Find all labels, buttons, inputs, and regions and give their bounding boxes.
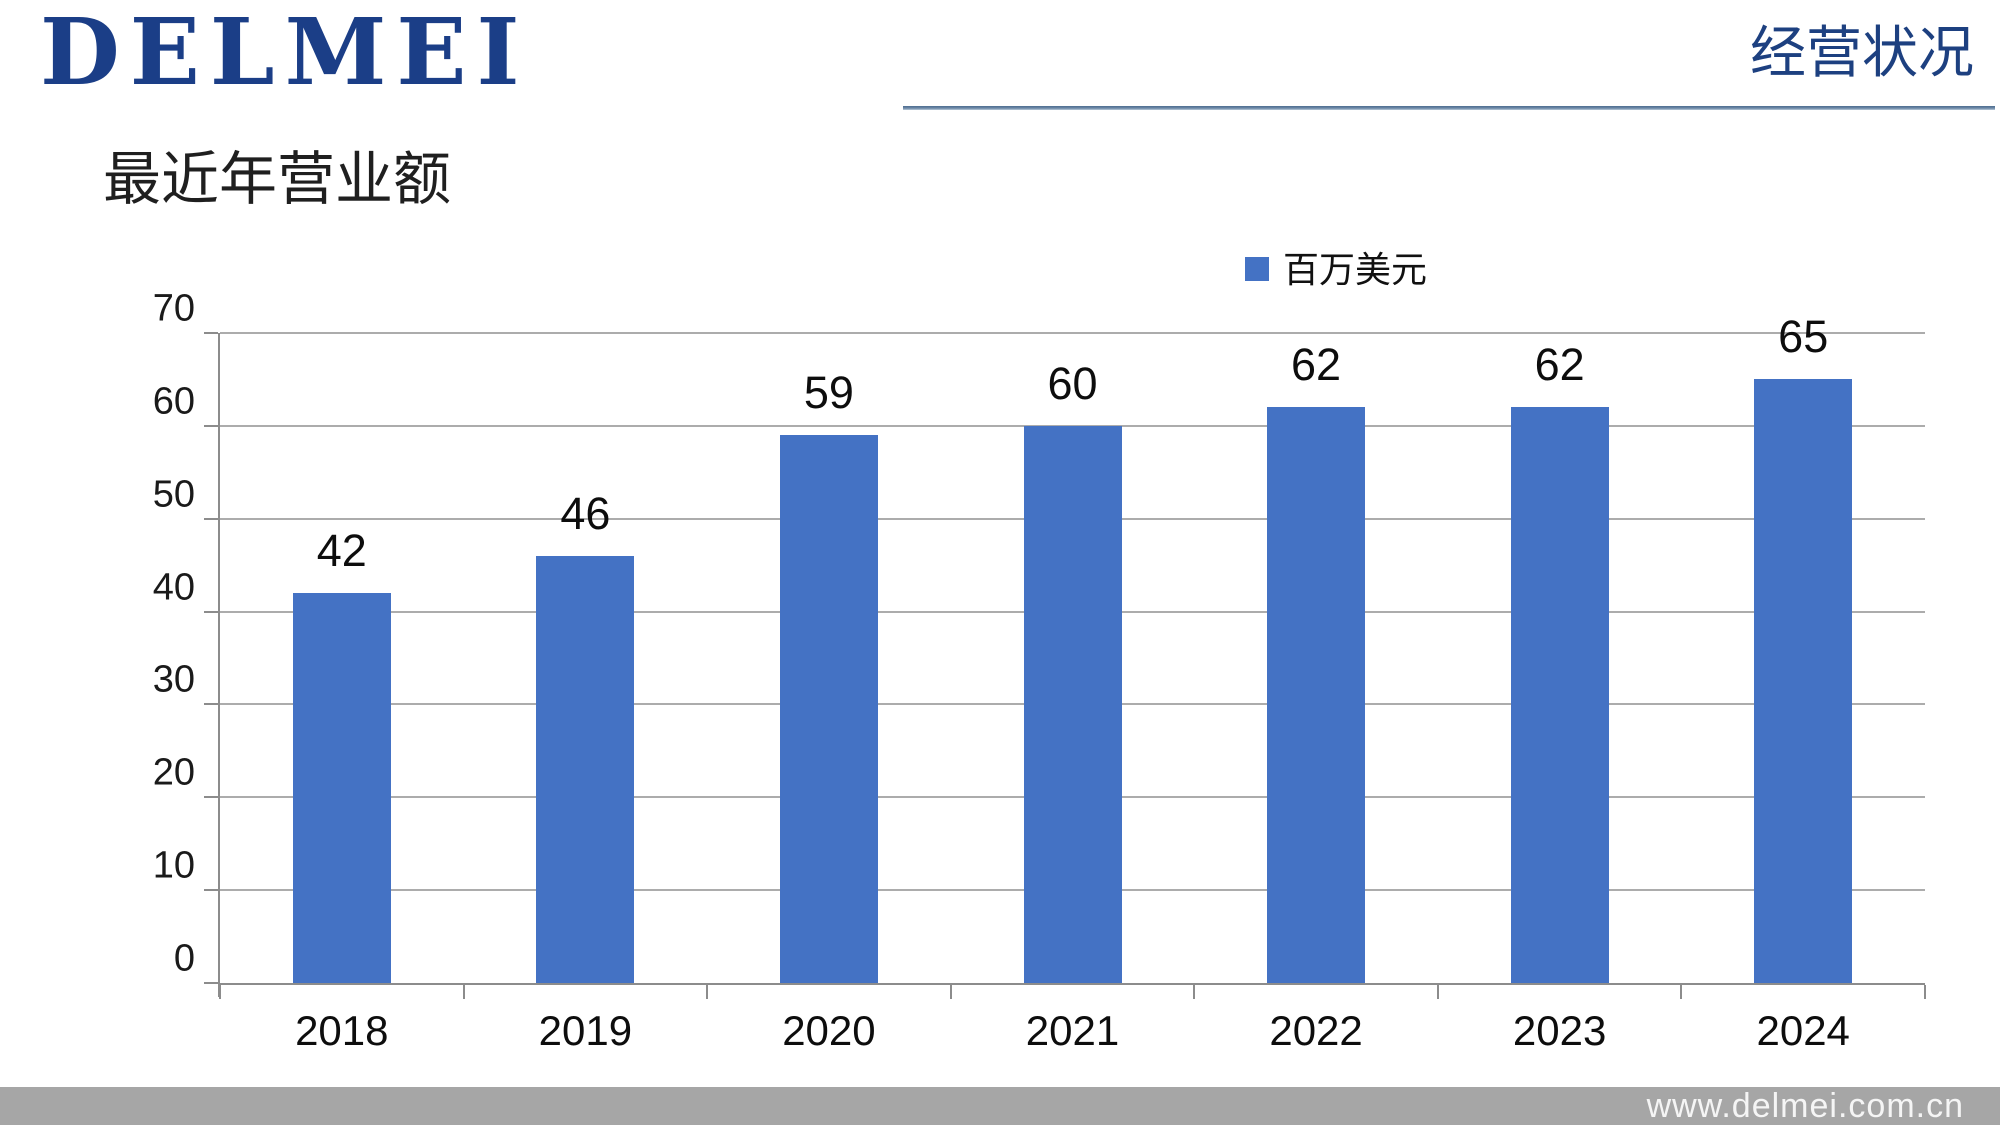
x-axis-label: 2018 — [295, 1007, 389, 1054]
footer-url: www.delmei.com.cn — [1646, 1086, 1964, 1125]
x-axis-tick — [1680, 985, 1683, 999]
x-axis-tick — [706, 985, 709, 999]
gridline — [220, 332, 1925, 334]
y-axis-label: 70 — [152, 287, 195, 330]
y-axis-label: 10 — [152, 844, 195, 887]
chart-title: 最近年营业额 — [103, 147, 452, 212]
bar-2022 — [1267, 407, 1366, 983]
x-axis-tick — [219, 985, 221, 999]
x-axis-label: 2019 — [538, 1007, 633, 1054]
bar-value-label: 60 — [1047, 357, 1098, 409]
header-underline — [903, 106, 1995, 110]
y-axis-label: 20 — [152, 751, 195, 794]
x-axis-line — [218, 983, 1925, 985]
x-axis-label: 2020 — [782, 1007, 876, 1054]
bar-2023 — [1510, 407, 1609, 983]
y-axis-tick — [204, 703, 218, 706]
y-axis-tick — [204, 332, 218, 334]
y-axis-tick — [204, 982, 218, 984]
company-logo: DELMEI — [40, 0, 530, 106]
bar-2021 — [1023, 425, 1122, 983]
bar-value-label: 62 — [1291, 339, 1342, 391]
section-header: 经营状况 — [1750, 21, 1974, 86]
bar-value-label: 42 — [316, 525, 367, 576]
chart-legend: 百万美元 — [1245, 241, 1427, 293]
bar-2018 — [292, 593, 391, 983]
y-axis-label: 50 — [152, 473, 195, 516]
bar-2019 — [536, 555, 635, 983]
bar-value-label: 59 — [803, 367, 854, 419]
y-axis-tick — [204, 796, 218, 799]
y-axis-label: 60 — [152, 380, 195, 423]
x-axis-label: 2022 — [1269, 1007, 1363, 1054]
y-axis-label: 0 — [173, 937, 195, 980]
bar-value-label: 62 — [1534, 339, 1585, 391]
x-axis-label: 2023 — [1512, 1007, 1607, 1054]
y-axis-tick — [204, 610, 218, 613]
bar-2024 — [1754, 379, 1853, 983]
legend-swatch-icon — [1245, 256, 1269, 281]
x-axis-label: 2021 — [1025, 1007, 1120, 1054]
y-axis-label: 30 — [152, 658, 195, 701]
x-axis-tick — [1193, 985, 1196, 999]
y-axis-line — [218, 333, 220, 997]
x-axis-tick — [1436, 985, 1439, 999]
y-axis-tick — [204, 889, 218, 892]
x-axis-tick — [462, 985, 465, 999]
y-axis-tick — [204, 517, 218, 520]
x-axis-label: 2024 — [1756, 1007, 1850, 1054]
y-axis-label: 40 — [152, 566, 195, 609]
legend-label: 百万美元 — [1283, 249, 1428, 290]
bar-value-label: 46 — [560, 487, 611, 539]
bar-2020 — [779, 435, 878, 983]
y-axis-tick — [204, 424, 218, 427]
footer-bar: www.delmei.com.cn — [0, 1087, 2000, 1125]
bar-value-label: 65 — [1778, 311, 1829, 363]
x-axis-tick — [1924, 985, 1926, 999]
bar-chart-plot-area: 0 10 20 30 40 50 60 70 42 2018 46 2019 59 2020 60 2021 6… — [153, 288, 1926, 1054]
x-axis-tick — [949, 985, 952, 999]
